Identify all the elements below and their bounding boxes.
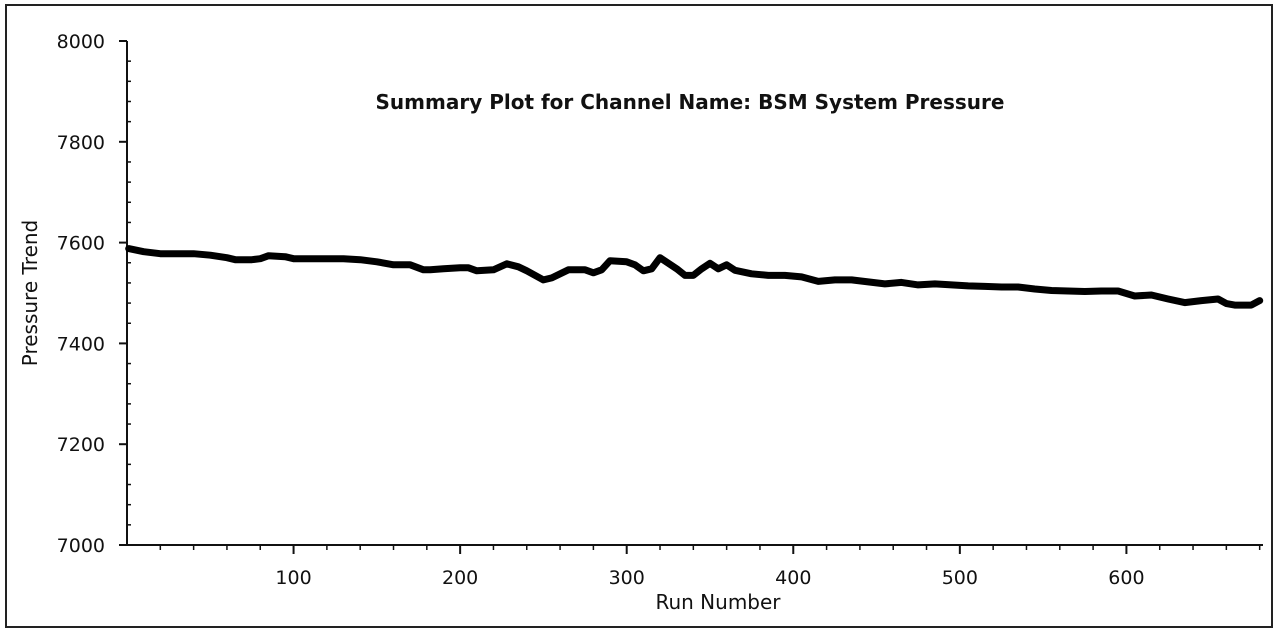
chart-frame (5, 4, 1273, 628)
y-axis-title: Pressure Trend (18, 220, 42, 367)
y-tick-label: 7200 (57, 434, 105, 456)
x-tick-label: 200 (442, 567, 478, 589)
chart-title: Summary Plot for Channel Name: BSM Syste… (376, 90, 1005, 114)
x-tick-label: 300 (609, 567, 645, 589)
x-tick-label: 400 (775, 567, 811, 589)
series-layer (125, 245, 1264, 309)
y-tick-label: 8000 (57, 31, 105, 53)
x-ticks: 100 200 300 400 500 600 (159, 545, 1261, 589)
y-tick-label: 7000 (57, 535, 105, 557)
axes (126, 41, 1263, 546)
series-line (125, 245, 1264, 309)
y-tick-label: 7800 (57, 132, 105, 154)
x-tick-label: 100 (275, 567, 311, 589)
x-axis-title: Run Number (655, 590, 781, 614)
x-tick-label: 500 (942, 567, 978, 589)
x-tick-label: 600 (1108, 567, 1144, 589)
y-tick-label: 7400 (57, 333, 105, 355)
y-ticks: 7000 7200 7400 7600 7800 8000 (57, 31, 131, 557)
y-tick-label: 7600 (57, 233, 105, 255)
